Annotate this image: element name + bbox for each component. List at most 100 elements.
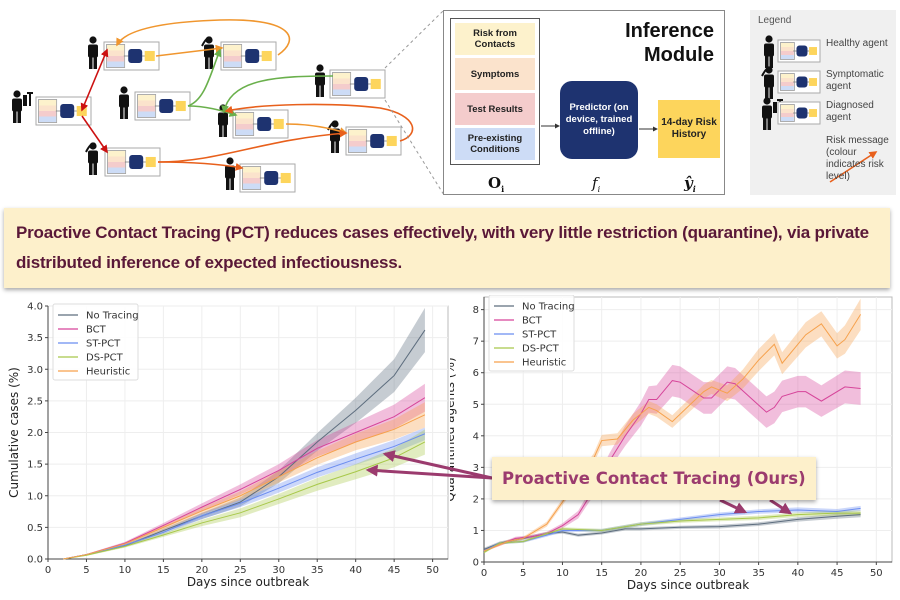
inference-module: Inference Module Risk from Contacts Sympt… [443,10,725,195]
predictor-block: Predictor (on device, trained offline) [560,81,638,159]
x-axis-label: Days since outbreak [187,575,309,589]
y-tick-label: 0.5 [27,523,43,534]
agent-network-diagram [12,9,445,196]
device-card [345,126,402,156]
risk-arrow [80,48,109,112]
y-tick-label: 0 [473,558,479,569]
series-line-heuristic [483,314,862,552]
legend-label: ST-PCT [86,339,121,350]
legend-label: Heuristic [86,367,130,378]
y-tick-label: 4.0 [27,302,43,313]
device-card [220,41,277,71]
y-tick-label: 2.5 [27,396,43,407]
inference-module-title: Inference Module [625,20,714,66]
obs-symptoms: Symptoms [455,58,535,90]
y-tick-label: 1 [473,526,479,537]
healthy-agent-icon [315,64,325,97]
series-line-st-pct [63,433,426,560]
legend-label: ST-PCT [522,330,557,341]
healthy-agent-icon [218,104,228,137]
legend-panel: Legend Healthy agent Symptomatic agent D… [750,10,896,195]
x-tick-label: 45 [388,565,401,576]
y-tick-label: 2.0 [27,428,43,439]
y-tick-label: 7 [473,337,479,348]
y-tick-label: 1.0 [27,491,43,502]
y-axis-label: Cumulative cases (%) [7,367,21,498]
healthy-agent-icon [88,36,98,69]
healthy-agent-icon [119,86,129,119]
ci-band-ds-pct [484,510,861,554]
x-tick-label: 20 [195,565,208,576]
x-tick-label: 50 [870,568,883,579]
risk-arrow [157,129,348,163]
symbol-output: ŷi [684,174,696,194]
legend-label: BCT [86,325,107,336]
x-tick-label: 45 [831,568,844,579]
y-tick-label: 2 [473,494,479,505]
y-tick-label: 0.0 [27,555,43,566]
ci-band-heuristic [484,298,861,552]
legend-label: DS-PCT [522,344,560,355]
device-card [35,96,92,126]
device-card [777,70,821,94]
symptomatic-agent-icon [761,66,774,99]
x-tick-label: 10 [556,568,569,579]
risk-arrow [187,105,238,117]
x-tick-label: 20 [635,568,648,579]
chart-legend: No Tracing BCT ST-PCT DS-PCT Heuristic [488,295,575,372]
healthy-agent-icon [225,157,235,190]
device-card [329,69,386,99]
y-tick-label: 5 [473,400,479,411]
x-tick-label: 15 [157,565,170,576]
y-axis-label: Quarantined agents (%) [450,357,457,501]
x-tick-label: 35 [752,568,765,579]
series-line-bct [483,380,861,552]
headline-banner: Proactive Contact Tracing (PCT) reduces … [4,208,890,288]
diagnosed-agent-icon [12,90,33,123]
risk-arrow [221,75,334,114]
legend-title: Legend [758,15,792,26]
x-tick-label: 5 [83,565,89,576]
legend-label: Heuristic [522,358,566,369]
x-tick-label: 5 [520,568,526,579]
device-card [104,147,161,177]
legend-label: No Tracing [522,302,575,313]
legend-risk-message-label: Risk message (colour indicates risk leve… [826,135,889,182]
x-tick-label: 35 [311,565,324,576]
x-tick-label: 25 [674,568,687,579]
y-tick-label: 8 [473,305,479,316]
observations-stack: Risk from Contacts Symptoms Test Results… [450,18,540,165]
device-card [134,91,191,121]
device-card [232,109,289,139]
risk-history-block: 14-day Risk History [658,100,720,158]
legend-label: DS-PCT [86,353,124,364]
ci-band-no-tracing [484,512,861,551]
x-tick-label: 50 [426,565,439,576]
risk-arrow [81,115,108,154]
legend-label: No Tracing [86,311,139,322]
obs-pre-existing-conditions: Pre-existing Conditions [455,128,535,160]
device-card [777,101,821,125]
y-tick-label: 1.5 [27,460,43,471]
pct-callout: Proactive Contact Tracing (Ours) [492,457,816,500]
series-line-ds-pct [483,512,861,553]
symptomatic-agent-icon [201,36,214,69]
obs-risk-from-contacts: Risk from Contacts [455,23,535,55]
zoom-guide-line [384,9,445,196]
symbol-observations: Oi [488,174,505,194]
device-card [103,41,160,71]
cumulative-cases-chart: 0 5 10 15 20 25 30 35 40 45 50 0.0 0.5 1.0 1.5 2.0 2.5 3.… [7,302,449,589]
x-tick-label: 40 [791,568,804,579]
risk-arrow [116,19,291,56]
x-tick-label: 25 [234,565,247,576]
x-tick-label: 0 [45,565,51,576]
legend-healthy-label: Healthy agent [826,38,888,49]
risk-arrow [224,103,414,142]
obs-test-results: Test Results [455,93,535,125]
x-tick-label: 30 [272,565,285,576]
x-tick-label: 0 [481,568,487,579]
x-tick-label: 40 [349,565,362,576]
x-tick-label: 15 [595,568,608,579]
x-axis-label: Days since outbreak [627,578,749,592]
risk-arrow [155,44,224,57]
